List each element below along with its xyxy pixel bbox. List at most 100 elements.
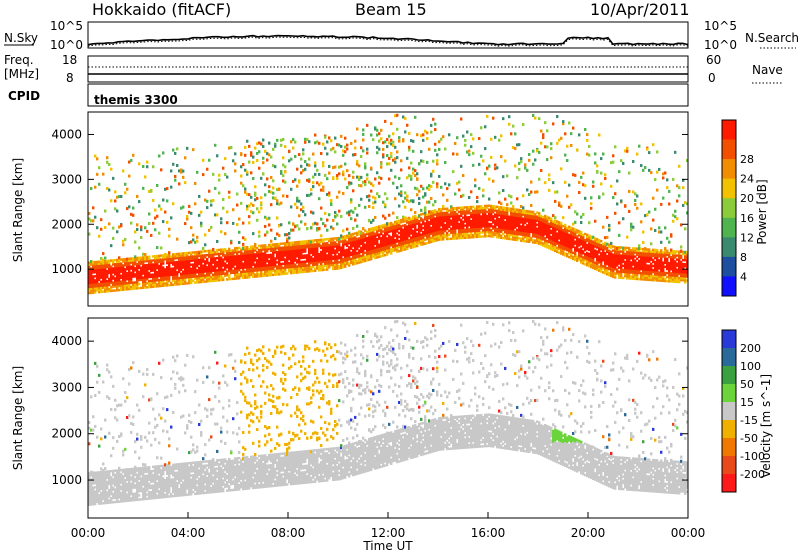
- power-cell: [550, 237, 553, 241]
- power-cell: [120, 195, 123, 199]
- power-cell: [346, 250, 349, 254]
- power-cell: [396, 250, 399, 253]
- power-cell: [606, 254, 609, 258]
- power-cell: [454, 213, 457, 216]
- power-cell: [584, 248, 587, 252]
- power-cell: [540, 215, 543, 218]
- power-cell: [326, 250, 329, 253]
- power-cell: [196, 170, 199, 174]
- power-cell: [372, 243, 375, 246]
- power-cell: [366, 244, 369, 248]
- power-cell: [500, 214, 503, 217]
- power-cell: [238, 250, 241, 254]
- power-cell: [334, 215, 337, 219]
- power-cell: [420, 229, 423, 232]
- power-cell: [148, 267, 151, 271]
- power-cell: [386, 241, 389, 244]
- power-cell: [270, 243, 273, 246]
- power-cell: [458, 180, 461, 184]
- power-cell: [320, 268, 323, 272]
- power-cell: [186, 253, 189, 257]
- power-cell: [234, 261, 237, 264]
- power-cell: [538, 150, 541, 154]
- power-cell: [150, 261, 153, 264]
- power-cell: [504, 216, 507, 220]
- power-cell: [302, 262, 305, 266]
- power-cell: [156, 260, 159, 264]
- power-cell: [618, 274, 621, 277]
- power-cell: [280, 201, 283, 205]
- power-cell: [150, 281, 153, 285]
- power-cell: [292, 265, 295, 269]
- power-cell: [498, 209, 501, 213]
- power-cell: [606, 266, 609, 270]
- power-cell: [208, 269, 211, 273]
- power-cell: [108, 261, 111, 265]
- power-cell: [498, 230, 501, 233]
- noise-left-tick-bottom: 10^0: [50, 38, 83, 52]
- power-cell: [266, 256, 269, 259]
- power-cell: [194, 240, 197, 244]
- power-cell: [448, 225, 451, 228]
- power-cell: [380, 176, 383, 180]
- power-cell: [120, 270, 123, 273]
- power-cell: [132, 261, 135, 264]
- power-cell: [360, 260, 363, 264]
- power-cell: [528, 158, 531, 162]
- power-cell: [590, 251, 593, 255]
- power-cell: [534, 229, 537, 232]
- power-cell: [428, 221, 431, 224]
- power-cell: [150, 233, 153, 237]
- power-cell: [440, 232, 443, 235]
- power-cell: [348, 181, 351, 185]
- power-cell: [396, 234, 399, 237]
- power-cell: [404, 246, 407, 249]
- power-cell: [122, 260, 125, 263]
- power-cell: [244, 237, 247, 241]
- power-cell: [368, 228, 371, 231]
- power-cell: [496, 223, 499, 227]
- power-cell: [494, 223, 497, 226]
- power-cell: [500, 208, 503, 211]
- power-cell: [252, 211, 255, 215]
- power-cell: [234, 169, 237, 173]
- power-cell: [426, 221, 429, 225]
- power-cell: [252, 259, 255, 262]
- power-cell: [182, 205, 185, 209]
- power-cell: [562, 245, 565, 248]
- power-cell: [486, 114, 489, 118]
- power-cell: [390, 244, 393, 247]
- power-cell: [470, 145, 473, 149]
- power-cell: [488, 210, 491, 213]
- power-cell: [200, 274, 203, 278]
- power-cell: [164, 210, 167, 214]
- power-cell: [298, 265, 301, 268]
- power-cell: [502, 189, 505, 193]
- power-cell: [166, 280, 169, 283]
- power-cell: [582, 171, 585, 175]
- power-cell: [456, 181, 459, 185]
- power-cell: [314, 161, 317, 165]
- power-cell: [594, 152, 597, 156]
- power-cell: [342, 235, 345, 239]
- power-cell: [148, 273, 151, 277]
- power-cell: [230, 261, 233, 265]
- power-cell: [620, 199, 623, 203]
- power-cell: [302, 266, 305, 270]
- power-cell: [590, 265, 593, 269]
- power-cell: [240, 272, 243, 276]
- power-cell: [96, 285, 99, 288]
- power-cell: [378, 227, 381, 230]
- power-cell: [156, 266, 159, 270]
- power-cell: [134, 287, 137, 290]
- power-cell: [502, 117, 505, 121]
- power-cell: [308, 178, 311, 182]
- power-cell: [126, 187, 129, 191]
- power-cell: [228, 253, 231, 257]
- power-cell: [206, 272, 209, 275]
- power-cell: [272, 255, 275, 258]
- power-cell: [388, 250, 391, 254]
- power-cell: [250, 247, 253, 250]
- power-cell: [94, 260, 97, 264]
- power-cell: [278, 250, 281, 254]
